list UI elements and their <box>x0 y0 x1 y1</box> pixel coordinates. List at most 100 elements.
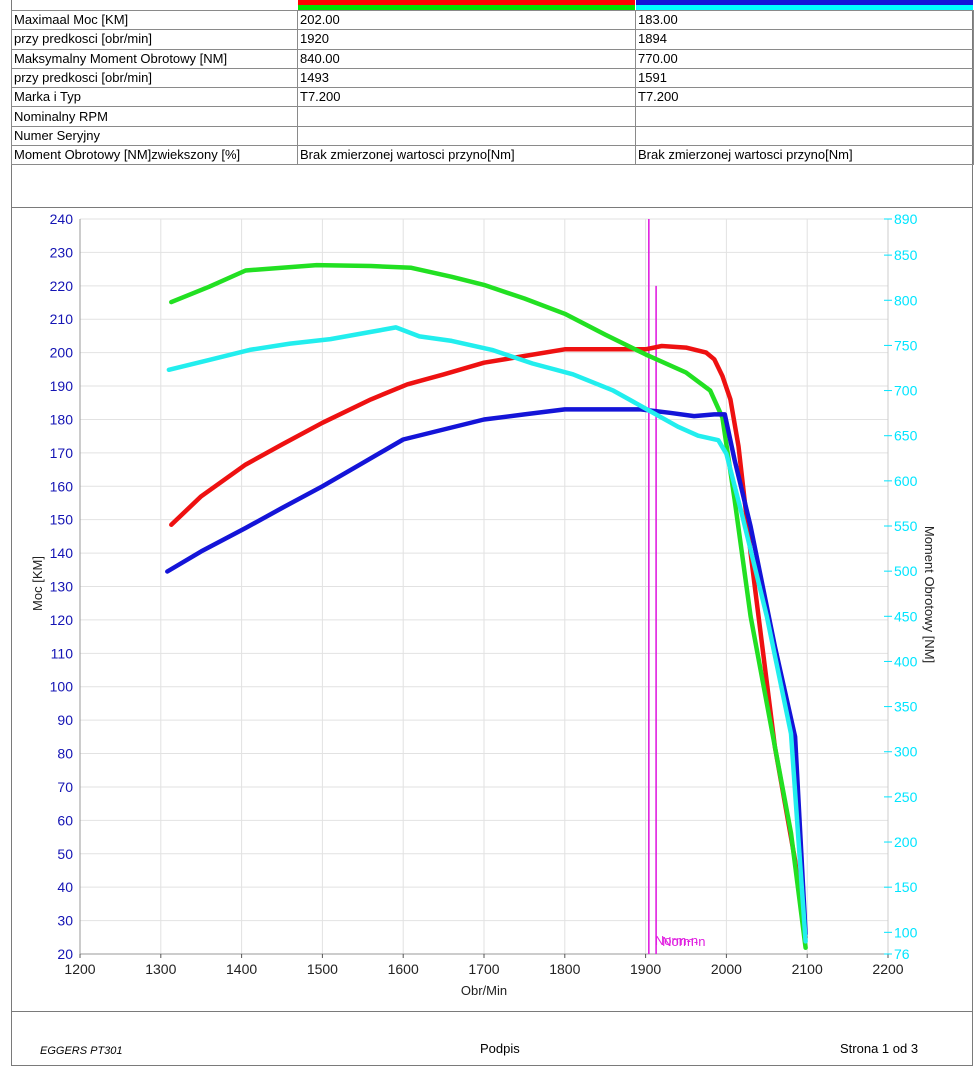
x-tick-label: 1700 <box>468 961 499 977</box>
y-tick-label: 220 <box>50 278 74 294</box>
norm-n-marker-label: Norm-n <box>655 933 698 948</box>
spec-value-run-a: 1493 <box>297 67 636 89</box>
x-tick-label: 2000 <box>711 961 742 977</box>
spec-value-run-a: Brak zmierzonej wartosci przyno[Nm] <box>297 145 636 166</box>
spec-label: Moment Obrotowy [NM]zwiekszony [%] <box>11 145 298 166</box>
spec-label: Marka i Typ <box>11 87 298 108</box>
spec-value-run-a: 1920 <box>297 29 636 50</box>
y2-tick-label: 150 <box>894 879 918 895</box>
y2-tick-label: 400 <box>894 653 918 669</box>
y-tick-label: 160 <box>50 478 74 494</box>
x-tick-label: 1900 <box>630 961 661 977</box>
spec-row: Moment Obrotowy [NM]zwiekszony [%] Brak z… <box>11 145 974 166</box>
spec-label: Numer Seryjny <box>11 125 298 147</box>
y-tick-label: 50 <box>57 846 73 862</box>
spec-value-run-b: Brak zmierzonej wartosci przyno[Nm] <box>635 145 974 166</box>
spec-value-run-b: 183.00 <box>635 9 974 31</box>
spec-row: Marka i Typ T7.200 T7.200 <box>11 87 974 108</box>
spec-value-run-b <box>635 106 974 127</box>
run-b-swatch-cyan <box>636 5 973 10</box>
spec-value-run-b <box>635 125 974 147</box>
spec-value-run-a: T7.200 <box>297 87 636 108</box>
spec-value-run-a <box>297 106 636 127</box>
y-tick-label: 100 <box>50 679 74 695</box>
y-tick-label: 150 <box>50 512 74 528</box>
series-line-moc-b <box>165 407 808 937</box>
y-tick-label: 120 <box>50 612 74 628</box>
y2-tick-label: 100 <box>894 924 918 940</box>
series-line-moment-b <box>166 325 808 944</box>
section-divider <box>11 207 973 208</box>
spec-row: przy predkosci [obr/min] 1920 1894 <box>11 29 974 50</box>
spec-row: przy predkosci [obr/min] 1493 1591 <box>11 67 974 89</box>
norm-n-marker-label: Norm-n <box>662 934 705 949</box>
run-a-swatch-green <box>298 5 635 10</box>
x-tick-label: 1300 <box>145 961 176 977</box>
y2-tick-label: 650 <box>894 428 918 444</box>
y-tick-label: 70 <box>57 779 73 795</box>
y-tick-label: 30 <box>57 913 73 929</box>
y2-tick-label: 550 <box>894 518 918 534</box>
y-tick-label: 240 <box>50 211 74 227</box>
spec-label: przy predkosci [obr/min] <box>11 29 298 50</box>
spec-row: Maksymalny Moment Obrotowy [NM] 840.00 770… <box>11 48 974 69</box>
run-a-swatch-red <box>298 0 635 5</box>
run-b-swatch-blue <box>636 0 973 5</box>
spec-label: przy predkosci [obr/min] <box>11 67 298 89</box>
x-axis-title: Obr/Min <box>461 983 507 998</box>
y2-tick-label: 600 <box>894 473 918 489</box>
x-tick-label: 1200 <box>64 961 95 977</box>
x-tick-label: 2200 <box>872 961 903 977</box>
y2-tick-label: 800 <box>894 292 918 308</box>
spec-value-run-b: 1591 <box>635 67 974 89</box>
page-frame <box>11 0 973 1066</box>
spec-row: Maximaal Moc [KM] 202.00 183.00 <box>11 9 974 31</box>
x-tick-label: 1500 <box>307 961 338 977</box>
spec-value-run-b: T7.200 <box>635 87 974 108</box>
y-tick-label: 140 <box>50 545 74 561</box>
spec-value-run-a: 840.00 <box>297 48 636 69</box>
y2-tick-label: 200 <box>894 834 918 850</box>
series-line-moment-a <box>169 262 808 950</box>
spec-label: Nominalny RPM <box>11 106 298 127</box>
spec-value-run-a <box>297 125 636 147</box>
y2-tick-label: 76 <box>894 946 910 962</box>
footer-device: EGGERS PT301 <box>40 1045 123 1057</box>
y-tick-label: 20 <box>57 946 73 962</box>
spec-table: Maximaal Moc [KM] 202.00 183.00 przy predko… <box>11 9 974 166</box>
y2-tick-label: 850 <box>894 247 918 263</box>
y-tick-label: 90 <box>57 712 73 728</box>
y-tick-label: 200 <box>50 345 74 361</box>
series-line-moc-a <box>169 343 808 940</box>
x-tick-label: 1800 <box>549 961 580 977</box>
footer-page-number: Strona 1 od 3 <box>840 1041 919 1056</box>
y2-tick-label: 300 <box>894 744 918 760</box>
y2-tick-label: 350 <box>894 699 918 715</box>
y2-axis-title: Moment Obrotowy [NM] <box>922 526 937 663</box>
y2-tick-label: 500 <box>894 563 918 579</box>
spec-label: Maximaal Moc [KM] <box>11 9 298 31</box>
y-axis-title: Moc [KM] <box>30 556 45 611</box>
y-tick-label: 40 <box>57 879 73 895</box>
footer-divider <box>11 1011 973 1012</box>
y-tick-label: 80 <box>57 746 73 762</box>
y-tick-label: 170 <box>50 445 74 461</box>
power-torque-chart: 1200 1300 1400 1500 1600 1700 1800 1900 2000 2100… <box>30 211 937 998</box>
y-tick-label: 210 <box>50 311 74 327</box>
y2-tick-label: 890 <box>894 211 918 227</box>
y2-tick-label: 450 <box>894 608 918 624</box>
spec-label: Maksymalny Moment Obrotowy [NM] <box>11 48 298 69</box>
y2-tick-label: 750 <box>894 337 918 353</box>
spec-value-run-b: 770.00 <box>635 48 974 69</box>
x-tick-label: 1400 <box>226 961 257 977</box>
x-tick-label: 1600 <box>388 961 419 977</box>
y-tick-label: 110 <box>51 645 74 661</box>
x-tick-label: 2100 <box>792 961 823 977</box>
y-tick-label: 130 <box>50 579 74 595</box>
spec-value-run-a: 202.00 <box>297 9 636 31</box>
y2-tick-label: 700 <box>894 383 918 399</box>
y-tick-label: 230 <box>50 244 74 260</box>
y-tick-label: 180 <box>50 411 74 427</box>
spec-value-run-b: 1894 <box>635 29 974 50</box>
spec-row: Nominalny RPM <box>11 106 974 127</box>
